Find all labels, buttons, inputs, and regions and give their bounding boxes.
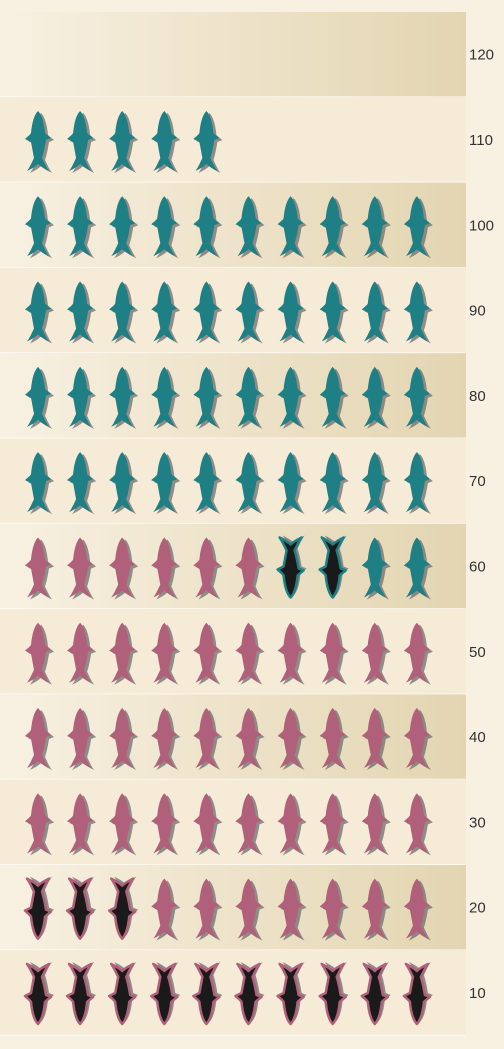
row-divider [0, 352, 466, 354]
row-divider [0, 522, 466, 524]
row-band [0, 12, 466, 98]
row-divider [0, 864, 466, 865]
row-divider [0, 96, 466, 98]
y-tick-label: 80 [469, 388, 486, 405]
row-divider [0, 266, 466, 268]
y-tick-label: 120 [469, 47, 494, 64]
y-tick-label: 90 [469, 303, 486, 320]
row-divider [0, 693, 466, 695]
row-divider [0, 608, 466, 610]
y-tick-label: 50 [469, 644, 486, 661]
y-tick-label: 110 [469, 132, 493, 149]
y-axis-ticks: 120 110 100 90 80 70 60 50 40 30 20 10 [469, 47, 494, 1002]
y-tick-label: 10 [469, 985, 486, 1002]
y-tick-label: 30 [469, 814, 486, 831]
row-divider [0, 778, 466, 780]
row-divider [0, 1034, 466, 1036]
y-tick-label: 60 [469, 558, 486, 575]
row-divider [0, 949, 466, 951]
y-tick-label: 40 [469, 729, 486, 746]
row-divider [0, 437, 466, 439]
y-tick-label: 20 [469, 900, 486, 917]
y-tick-label: 70 [469, 473, 486, 490]
row-divider [0, 181, 466, 183]
y-tick-label: 100 [469, 217, 494, 234]
